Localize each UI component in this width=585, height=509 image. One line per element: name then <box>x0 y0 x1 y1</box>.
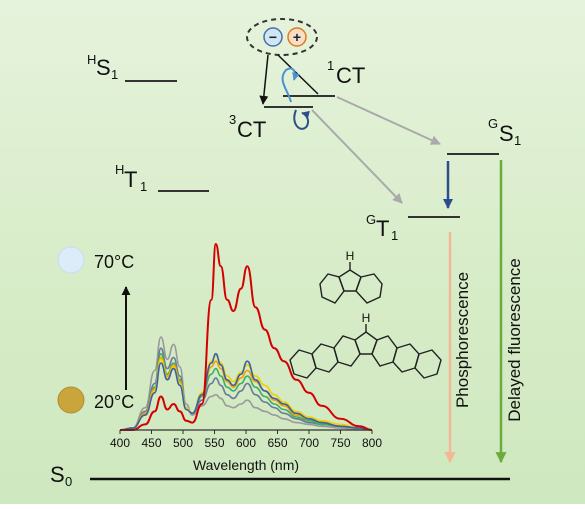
hot-state-dot <box>57 246 85 274</box>
spectrum-series-6 <box>119 336 372 431</box>
plus-charge-icon <box>287 27 307 47</box>
carbazole-h-label: H <box>346 249 355 263</box>
x-tick-label-400: 400 <box>110 436 130 450</box>
dibenzocarbazole-right-ring-3 <box>414 349 442 379</box>
x-axis-label: Wavelength (nm) <box>193 457 299 473</box>
isc-loop-arrow <box>281 67 300 103</box>
carbazole-left-ring <box>319 273 345 304</box>
x-tick-layer: 400 450 500 550 600 650 700 750 800 <box>110 430 382 450</box>
svg-text:S: S <box>499 121 514 146</box>
gt1-label: G T 1 <box>366 212 398 243</box>
dibenzocarbazole-pyrrole-ring <box>354 331 378 355</box>
phosphorescence-label: Phosphorescence <box>453 272 472 408</box>
spectrum-series-layer <box>119 243 373 431</box>
dibenzocarbazole-molecule <box>289 324 442 379</box>
x-tick-label-650: 650 <box>267 436 287 450</box>
x-tick-label-800: 800 <box>362 436 382 450</box>
carbazole-molecule <box>319 262 383 304</box>
temperature-high-label: 70°C <box>94 252 134 272</box>
x-tick-label-600: 600 <box>236 436 256 450</box>
plus-charge-label: + <box>293 29 301 45</box>
svg-text:3: 3 <box>229 112 236 127</box>
spectrum-series-5 <box>119 347 373 431</box>
x-tick-label-750: 750 <box>330 436 350 450</box>
charge-pair-ellipse <box>246 18 318 56</box>
carbazole-right-ring <box>355 273 383 304</box>
ct1-label: 1 CT <box>327 58 365 88</box>
emission-spectrum-chart: 400 450 500 550 600 650 700 750 800 Wavelength (… <box>110 243 382 473</box>
x-tick-label-450: 450 <box>141 436 161 450</box>
transfer-arrow-1ct-gs1 <box>336 96 441 145</box>
svg-text:1: 1 <box>391 228 398 243</box>
svg-text:T: T <box>376 216 389 241</box>
svg-text:1: 1 <box>327 58 334 73</box>
delayed-fluorescence-label: Delayed fluorescence <box>505 258 524 421</box>
ht1-label: H T 1 <box>115 162 147 194</box>
svg-text:G: G <box>488 116 498 131</box>
x-tick-label-700: 700 <box>299 436 319 450</box>
svg-text:H: H <box>115 162 124 177</box>
minus-charge-label: − <box>269 29 277 45</box>
svg-text:T: T <box>124 167 137 192</box>
temperature-low-label: 20°C <box>94 392 134 412</box>
x-tick-label-550: 550 <box>204 436 224 450</box>
spectrum-series-1 <box>119 352 373 431</box>
ct3-label: 3 CT <box>229 112 266 142</box>
cold-state-dot <box>57 386 85 414</box>
hs1-label: H S 1 <box>87 52 118 82</box>
svg-text:CT: CT <box>237 117 266 142</box>
svg-text:1: 1 <box>514 133 521 148</box>
charge-pair: − + <box>246 18 318 56</box>
s0-label: S 0 <box>50 462 72 489</box>
svg-text:G: G <box>366 212 376 227</box>
svg-text:CT: CT <box>336 63 365 88</box>
excitation-arrow-3ct <box>259 54 269 105</box>
svg-text:1: 1 <box>111 67 118 82</box>
svg-text:S: S <box>50 462 65 487</box>
transfer-arrow-3ct-gt1 <box>311 109 403 204</box>
gs1-label: G S 1 <box>488 116 521 148</box>
carbazole-pyrrole-ring <box>338 269 362 292</box>
dibenzocarbazole-left-ring-3 <box>289 349 317 379</box>
dibenzocarbazole-h-label: H <box>362 311 371 325</box>
svg-text:1: 1 <box>140 179 147 194</box>
x-tick-label-500: 500 <box>173 436 193 450</box>
risc-loop-arrow <box>293 109 310 130</box>
svg-text:S: S <box>96 55 111 80</box>
spectrum-series-0 <box>120 243 373 431</box>
minus-charge-icon <box>263 27 283 47</box>
svg-text:H: H <box>87 52 96 67</box>
svg-text:0: 0 <box>65 474 72 489</box>
